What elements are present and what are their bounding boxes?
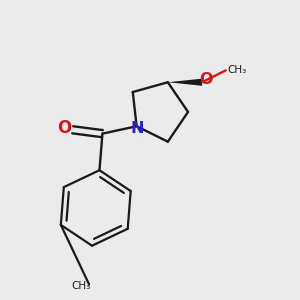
Text: O: O — [57, 119, 71, 137]
Text: N: N — [131, 121, 144, 136]
Polygon shape — [168, 79, 202, 86]
Text: O: O — [199, 72, 212, 87]
Text: CH₃: CH₃ — [227, 65, 247, 75]
Text: CH₃: CH₃ — [71, 281, 90, 291]
